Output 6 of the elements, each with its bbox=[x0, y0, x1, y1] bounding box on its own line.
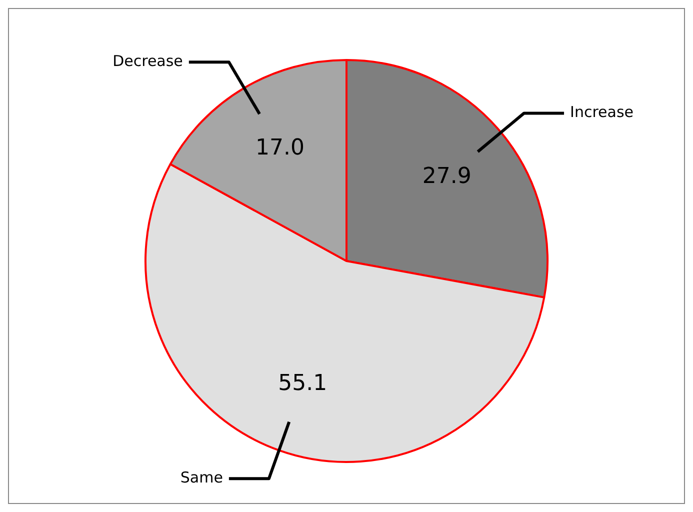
data-label: 55.1 bbox=[278, 370, 328, 396]
slice-label: Increase bbox=[570, 103, 634, 122]
data-label: 17.0 bbox=[256, 135, 304, 160]
data-label: 27.9 bbox=[422, 164, 472, 190]
slice-label: Decrease bbox=[112, 52, 183, 70]
slice-label: Same bbox=[180, 468, 223, 486]
